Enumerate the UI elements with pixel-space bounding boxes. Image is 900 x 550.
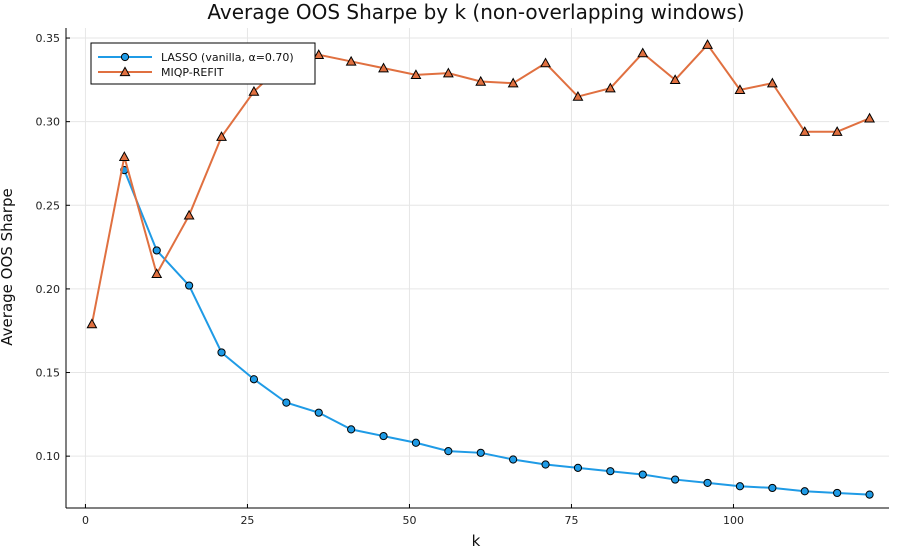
data-point <box>735 482 745 491</box>
x-tick-label: 100 <box>723 514 744 527</box>
data-point <box>118 151 130 161</box>
legend-label: LASSO (vanilla, α=0.70) <box>161 51 294 64</box>
legend: LASSO (vanilla, α=0.70) MIQP-REFIT <box>90 42 316 85</box>
data-point <box>864 112 876 123</box>
data-point <box>314 408 323 417</box>
data-point <box>442 67 454 78</box>
data-point <box>216 131 227 141</box>
y-tick-label: 0.20 <box>36 283 61 296</box>
data-point <box>768 483 777 493</box>
data-point <box>379 431 388 441</box>
data-point <box>669 74 681 85</box>
data-point <box>378 62 389 73</box>
data-point <box>637 47 649 58</box>
data-point <box>183 209 195 220</box>
y-axis-label: Average OOS Sharpe <box>0 188 16 345</box>
data-point <box>185 281 194 290</box>
series-line <box>90 43 870 325</box>
data-point <box>444 447 453 456</box>
series-line <box>123 169 870 496</box>
data-point <box>671 475 680 484</box>
data-point <box>248 85 260 96</box>
data-point <box>313 49 325 59</box>
data-point <box>799 126 811 136</box>
legend-box <box>90 42 316 85</box>
data-point <box>410 69 422 80</box>
data-point <box>282 398 291 407</box>
data-point <box>411 438 421 447</box>
data-point <box>831 126 843 136</box>
data-point <box>734 84 746 95</box>
data-point <box>507 77 519 88</box>
data-point <box>702 39 714 49</box>
data-point <box>86 318 98 329</box>
data-point <box>151 268 163 279</box>
chart-title: Average OOS Sharpe by k (non-overlapping… <box>207 0 744 24</box>
data-point <box>766 77 778 88</box>
data-point <box>703 478 712 488</box>
data-point <box>509 455 518 464</box>
data-point <box>572 90 584 101</box>
data-point <box>476 448 485 457</box>
data-point <box>347 425 356 434</box>
data-point <box>152 246 161 255</box>
legend-marker <box>120 52 130 62</box>
x-tick-label: 25 <box>240 514 254 527</box>
x-tick-label: 50 <box>402 514 416 527</box>
series-miqp-refit <box>86 39 876 329</box>
series-lasso <box>120 166 874 499</box>
y-tick-label: 0.30 <box>36 116 61 129</box>
x-axis-label: k <box>472 532 481 550</box>
x-tick-label: 0 <box>82 514 89 527</box>
y-tick-label: 0.35 <box>36 32 61 45</box>
data-point <box>604 82 616 93</box>
data-point <box>573 463 583 472</box>
legend-label: MIQP-REFIT <box>161 66 224 79</box>
y-tick-label: 0.15 <box>36 367 61 380</box>
data-point <box>249 375 259 384</box>
data-point <box>345 55 357 66</box>
y-tick-label: 0.10 <box>36 450 61 463</box>
data-point <box>606 467 615 476</box>
data-point <box>638 470 647 479</box>
x-tick-label: 75 <box>564 514 578 527</box>
data-point <box>800 487 809 496</box>
data-point <box>217 348 226 357</box>
data-point <box>540 57 551 68</box>
y-tick-label: 0.25 <box>36 199 61 212</box>
data-point <box>833 488 842 498</box>
data-point <box>865 490 874 499</box>
data-point <box>541 460 550 469</box>
legend-marker <box>119 66 131 77</box>
data-point <box>475 75 487 86</box>
